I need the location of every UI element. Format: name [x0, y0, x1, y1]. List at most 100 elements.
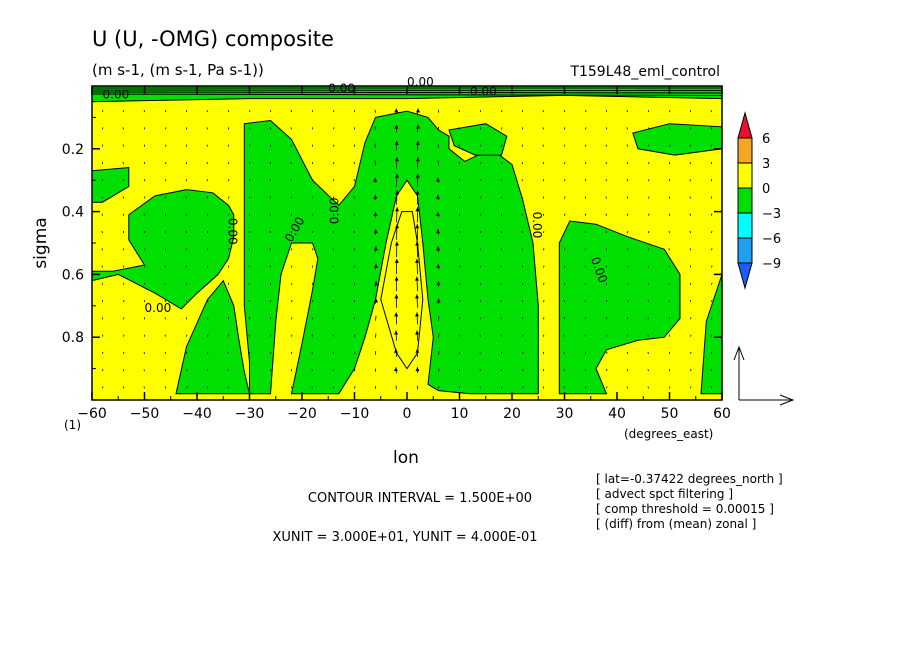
wind-vector: [669, 110, 671, 113]
x-tick-label: 10: [451, 406, 469, 422]
wind-vector: [459, 299, 461, 303]
wind-vector: [647, 351, 649, 355]
wind-vector: [101, 248, 103, 251]
wind-vector: [249, 161, 251, 165]
contour-label: 0.00: [407, 75, 434, 89]
wind-vector: [206, 110, 208, 113]
wind-vector: [164, 282, 166, 285]
wind-vector-head: [415, 190, 420, 195]
wind-vector-head: [435, 229, 440, 234]
wind-vector: [206, 161, 208, 165]
wind-vector: [668, 299, 670, 303]
wind-vector: [690, 351, 692, 355]
wind-vector: [144, 230, 146, 234]
wind-vector: [207, 334, 209, 337]
x-tick-label: 40: [608, 406, 626, 422]
wind-vector: [689, 196, 691, 199]
wind-vector: [647, 369, 649, 372]
x-units: (degrees_east): [624, 427, 713, 441]
wind-vector: [206, 127, 208, 130]
wind-vector: [374, 143, 376, 148]
wind-vector: [479, 369, 481, 372]
contour-label: 0.00: [145, 301, 172, 315]
wind-vector: [227, 386, 229, 389]
wind-vector: [123, 299, 125, 303]
wind-vector-head: [416, 140, 421, 145]
wind-vector: [207, 282, 209, 285]
colorbar-label: 3: [762, 157, 770, 172]
wind-vector: [584, 299, 586, 303]
wind-vector-head: [393, 367, 398, 372]
y-tick-label: 0.8: [62, 330, 84, 346]
wind-vector: [332, 282, 334, 285]
wind-vector: [543, 265, 545, 268]
wind-vector: [563, 334, 565, 337]
wind-vector: [395, 385, 397, 390]
wind-vector-head: [394, 330, 399, 335]
wind-vector: [333, 144, 335, 147]
x-tick-label: −10: [340, 406, 370, 422]
note-diff: [ (diff) from (mean) zonal ]: [596, 517, 756, 531]
wind-vector: [710, 127, 712, 130]
y-tick-label: 0.2: [62, 142, 84, 158]
wind-vector: [228, 196, 230, 199]
wind-vector: [101, 230, 103, 234]
colorbar-segment: [737, 187, 753, 214]
note-threshold: [ comp threshold = 0.00015 ]: [596, 502, 774, 516]
wind-vector: [522, 369, 524, 372]
region-east-lower: [558, 220, 681, 395]
wind-vector-head: [394, 241, 399, 246]
wind-vector-head: [414, 294, 419, 299]
wind-vector: [689, 179, 691, 182]
x-tick-label: 50: [661, 406, 679, 422]
wind-vector-head: [394, 258, 399, 263]
y-tick-label: 0.4: [62, 205, 84, 221]
run-name: T159L48_eml_control: [569, 64, 720, 80]
wind-vector: [564, 196, 566, 199]
ref-vector-up-head: [733, 345, 745, 361]
wind-vector: [101, 213, 103, 216]
wind-vector-head: [395, 173, 400, 178]
wind-vector: [102, 369, 104, 372]
wind-vector: [438, 386, 440, 389]
wind-vector: [122, 127, 124, 130]
wind-vector: [480, 213, 482, 216]
wind-vector: [438, 368, 440, 372]
wind-vector-head: [414, 312, 419, 317]
wind-vector: [312, 213, 314, 216]
wind-vector: [521, 179, 523, 182]
wind-vector: [480, 179, 482, 182]
wind-vector: [269, 213, 271, 216]
wind-vector: [207, 299, 209, 303]
region-west-mid: [175, 279, 251, 395]
wind-vector: [311, 369, 313, 372]
x-tick-label: −20: [287, 406, 317, 422]
wind-vector: [249, 127, 251, 130]
wind-vector: [122, 144, 124, 147]
wind-vector: [458, 144, 460, 147]
x-tick-label: −40: [182, 406, 212, 422]
wind-vector: [521, 213, 523, 216]
wind-vector: [269, 196, 271, 199]
contour-interval: CONTOUR INTERVAL = 1.500E+00: [308, 491, 532, 506]
wind-vector: [689, 213, 691, 216]
wind-vector: [185, 196, 187, 199]
wind-vector: [186, 369, 188, 372]
wind-vector-head: [373, 177, 378, 182]
wind-vector: [164, 334, 166, 337]
wind-vector: [563, 386, 565, 389]
wind-vector-head: [416, 108, 421, 113]
wind-vector: [458, 109, 460, 113]
contour-label: 0.00: [103, 88, 130, 102]
colorbar-segment: [737, 237, 753, 264]
wind-vector: [543, 299, 545, 303]
wind-vector: [249, 110, 251, 113]
colorbar-segment: [737, 212, 753, 239]
wind-vector: [164, 317, 166, 320]
wind-vector-head: [415, 224, 420, 229]
wind-vector-head: [415, 367, 420, 372]
wind-vector: [438, 350, 440, 355]
wind-vector: [585, 110, 587, 113]
wind-vector: [290, 127, 292, 130]
